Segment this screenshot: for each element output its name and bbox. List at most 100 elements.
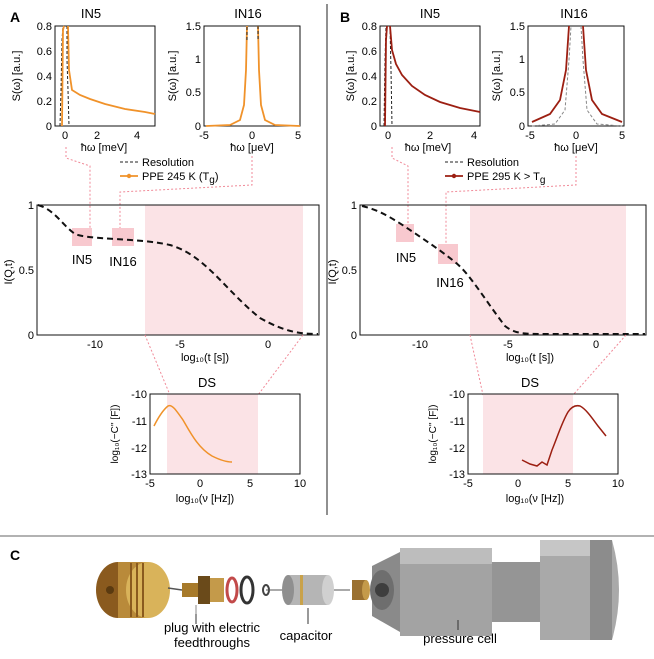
panel-c: C [10, 540, 619, 650]
ds-title: DS [521, 375, 539, 390]
pressure-cell-part [370, 540, 619, 640]
svg-text:1: 1 [195, 54, 201, 66]
in5-ylabel: S(ω) [a.u.] [345, 51, 357, 102]
in5-title: IN5 [420, 6, 440, 21]
svg-text:-12: -12 [449, 443, 465, 455]
svg-text:-11: -11 [132, 416, 147, 428]
in5-resolution-curve [59, 25, 70, 127]
svg-text:0.4: 0.4 [362, 71, 377, 83]
in5-data-curve [61, 25, 156, 127]
iqt-ylabel: I(Q,t) [3, 259, 15, 284]
in16-title: IN16 [560, 6, 587, 21]
ds-ylabel: log₁₀(−C'' [F]) [428, 405, 439, 464]
svg-text:-10: -10 [131, 389, 147, 401]
in16-xticks: -5 0 5 [525, 130, 625, 142]
svg-text:-10: -10 [412, 339, 428, 351]
ds-connector-left-a [144, 334, 171, 396]
label-capacitor: capacitor [280, 628, 333, 643]
iqt-axes [36, 204, 320, 336]
iqt-xlabel: log₁₀(t [s]) [506, 352, 554, 364]
in16-data-curve [205, 25, 301, 127]
svg-text:-10: -10 [449, 389, 465, 401]
in5-xlabel: ħω [meV] [81, 142, 128, 154]
ds-axes [467, 393, 619, 475]
legend-a: Resolution PPE 245 K (Tg) [120, 157, 219, 186]
svg-text:-5: -5 [199, 130, 209, 142]
ds-shade [483, 394, 573, 474]
svg-text:0.8: 0.8 [362, 21, 377, 33]
label-pressure-cell: pressure cell [423, 631, 497, 646]
ds-window-shade [145, 205, 303, 335]
in5-xlabel: ħω [meV] [405, 142, 452, 154]
in16-window [438, 244, 458, 264]
svg-text:-13: -13 [131, 469, 147, 481]
wire [167, 587, 183, 591]
svg-text:0: 0 [62, 130, 68, 142]
ds-yticks: -10 -11 -12 -13 [449, 389, 465, 481]
svg-text:-5: -5 [175, 339, 185, 351]
ds-connector-right-a [257, 334, 304, 396]
panel-letter-c: C [10, 547, 20, 563]
svg-text:0: 0 [265, 339, 271, 351]
svg-text:0.5: 0.5 [186, 87, 201, 99]
svg-text:-12: -12 [131, 443, 147, 455]
in5-connector-b [391, 147, 409, 230]
in5-window [72, 228, 92, 246]
svg-text:0: 0 [515, 478, 521, 490]
svg-text:10: 10 [294, 478, 306, 490]
iqt-label-in5: IN5 [72, 252, 92, 267]
svg-text:0: 0 [351, 330, 357, 342]
ds-xticks: -5 0 5 10 [463, 478, 624, 490]
iqt-xticks: -10 -5 0 [412, 339, 599, 351]
ds-connector-left-b [469, 334, 484, 396]
svg-text:1: 1 [28, 200, 34, 212]
ds-window-shade [470, 205, 626, 335]
svg-text:-5: -5 [503, 339, 513, 351]
svg-text:2: 2 [427, 130, 433, 142]
iqt-label-in5: IN5 [396, 250, 416, 265]
panel-a: A IN5 0 0.2 0.4 0.6 0.8 0 2 4 S(ω) [a.u.… [3, 6, 320, 505]
svg-text:0: 0 [249, 130, 255, 142]
svg-text:5: 5 [619, 130, 625, 142]
ds-plot-a: DS -10 -11 -12 -13 -5 0 5 10 log₁₀(−C'' … [110, 375, 306, 505]
svg-text:4: 4 [134, 130, 140, 142]
in16-connector-b [445, 156, 577, 244]
in5-axes [54, 25, 156, 127]
svg-text:0.6: 0.6 [362, 46, 377, 58]
svg-text:0.5: 0.5 [510, 87, 525, 99]
in16-yticks: 0 0.5 1 1.5 [186, 21, 201, 133]
svg-text:1: 1 [351, 200, 357, 212]
svg-text:0: 0 [28, 330, 34, 342]
in5-window [396, 224, 414, 242]
svg-text:0: 0 [371, 121, 377, 133]
ds-data-curve [153, 404, 233, 463]
in16-xlabel: ħω [μeV] [554, 142, 598, 154]
coil-plug-part [96, 562, 170, 618]
iqt-plot-b: 0 0.5 1 -10 -5 0 I(Q,t) log₁₀(t [s]) IN5… [327, 200, 647, 364]
in16-resolution-curve [531, 25, 623, 127]
in16-data-curve [531, 25, 623, 123]
ds-data-curve [521, 404, 607, 467]
svg-text:-5: -5 [525, 130, 535, 142]
legend-b: Resolution PPE 295 K > Tg [445, 157, 545, 186]
iqt-curve [361, 205, 645, 335]
in5-connector-a [65, 147, 91, 230]
legend-sample-label: PPE 295 K > Tg [467, 171, 545, 186]
in5-data-curve [384, 25, 481, 127]
svg-text:0: 0 [46, 121, 52, 133]
svg-text:0: 0 [593, 339, 599, 351]
black-ring [239, 575, 255, 605]
in16-connector-a [119, 156, 253, 230]
ds-axes [149, 393, 301, 475]
iqt-axes [359, 204, 647, 336]
svg-text:0: 0 [195, 121, 201, 133]
ds-connector-right-b [572, 334, 627, 396]
in5-xticks: 0 2 4 [385, 130, 477, 142]
iqt-yticks: 0 0.5 1 [19, 200, 34, 342]
svg-text:0.8: 0.8 [37, 21, 52, 33]
in5-yticks: 0 0.2 0.4 0.6 0.8 [37, 21, 52, 133]
ds-xticks: -5 0 5 10 [145, 478, 306, 490]
iqt-xticks: -10 -5 0 [87, 339, 271, 351]
red-ring [225, 576, 239, 604]
